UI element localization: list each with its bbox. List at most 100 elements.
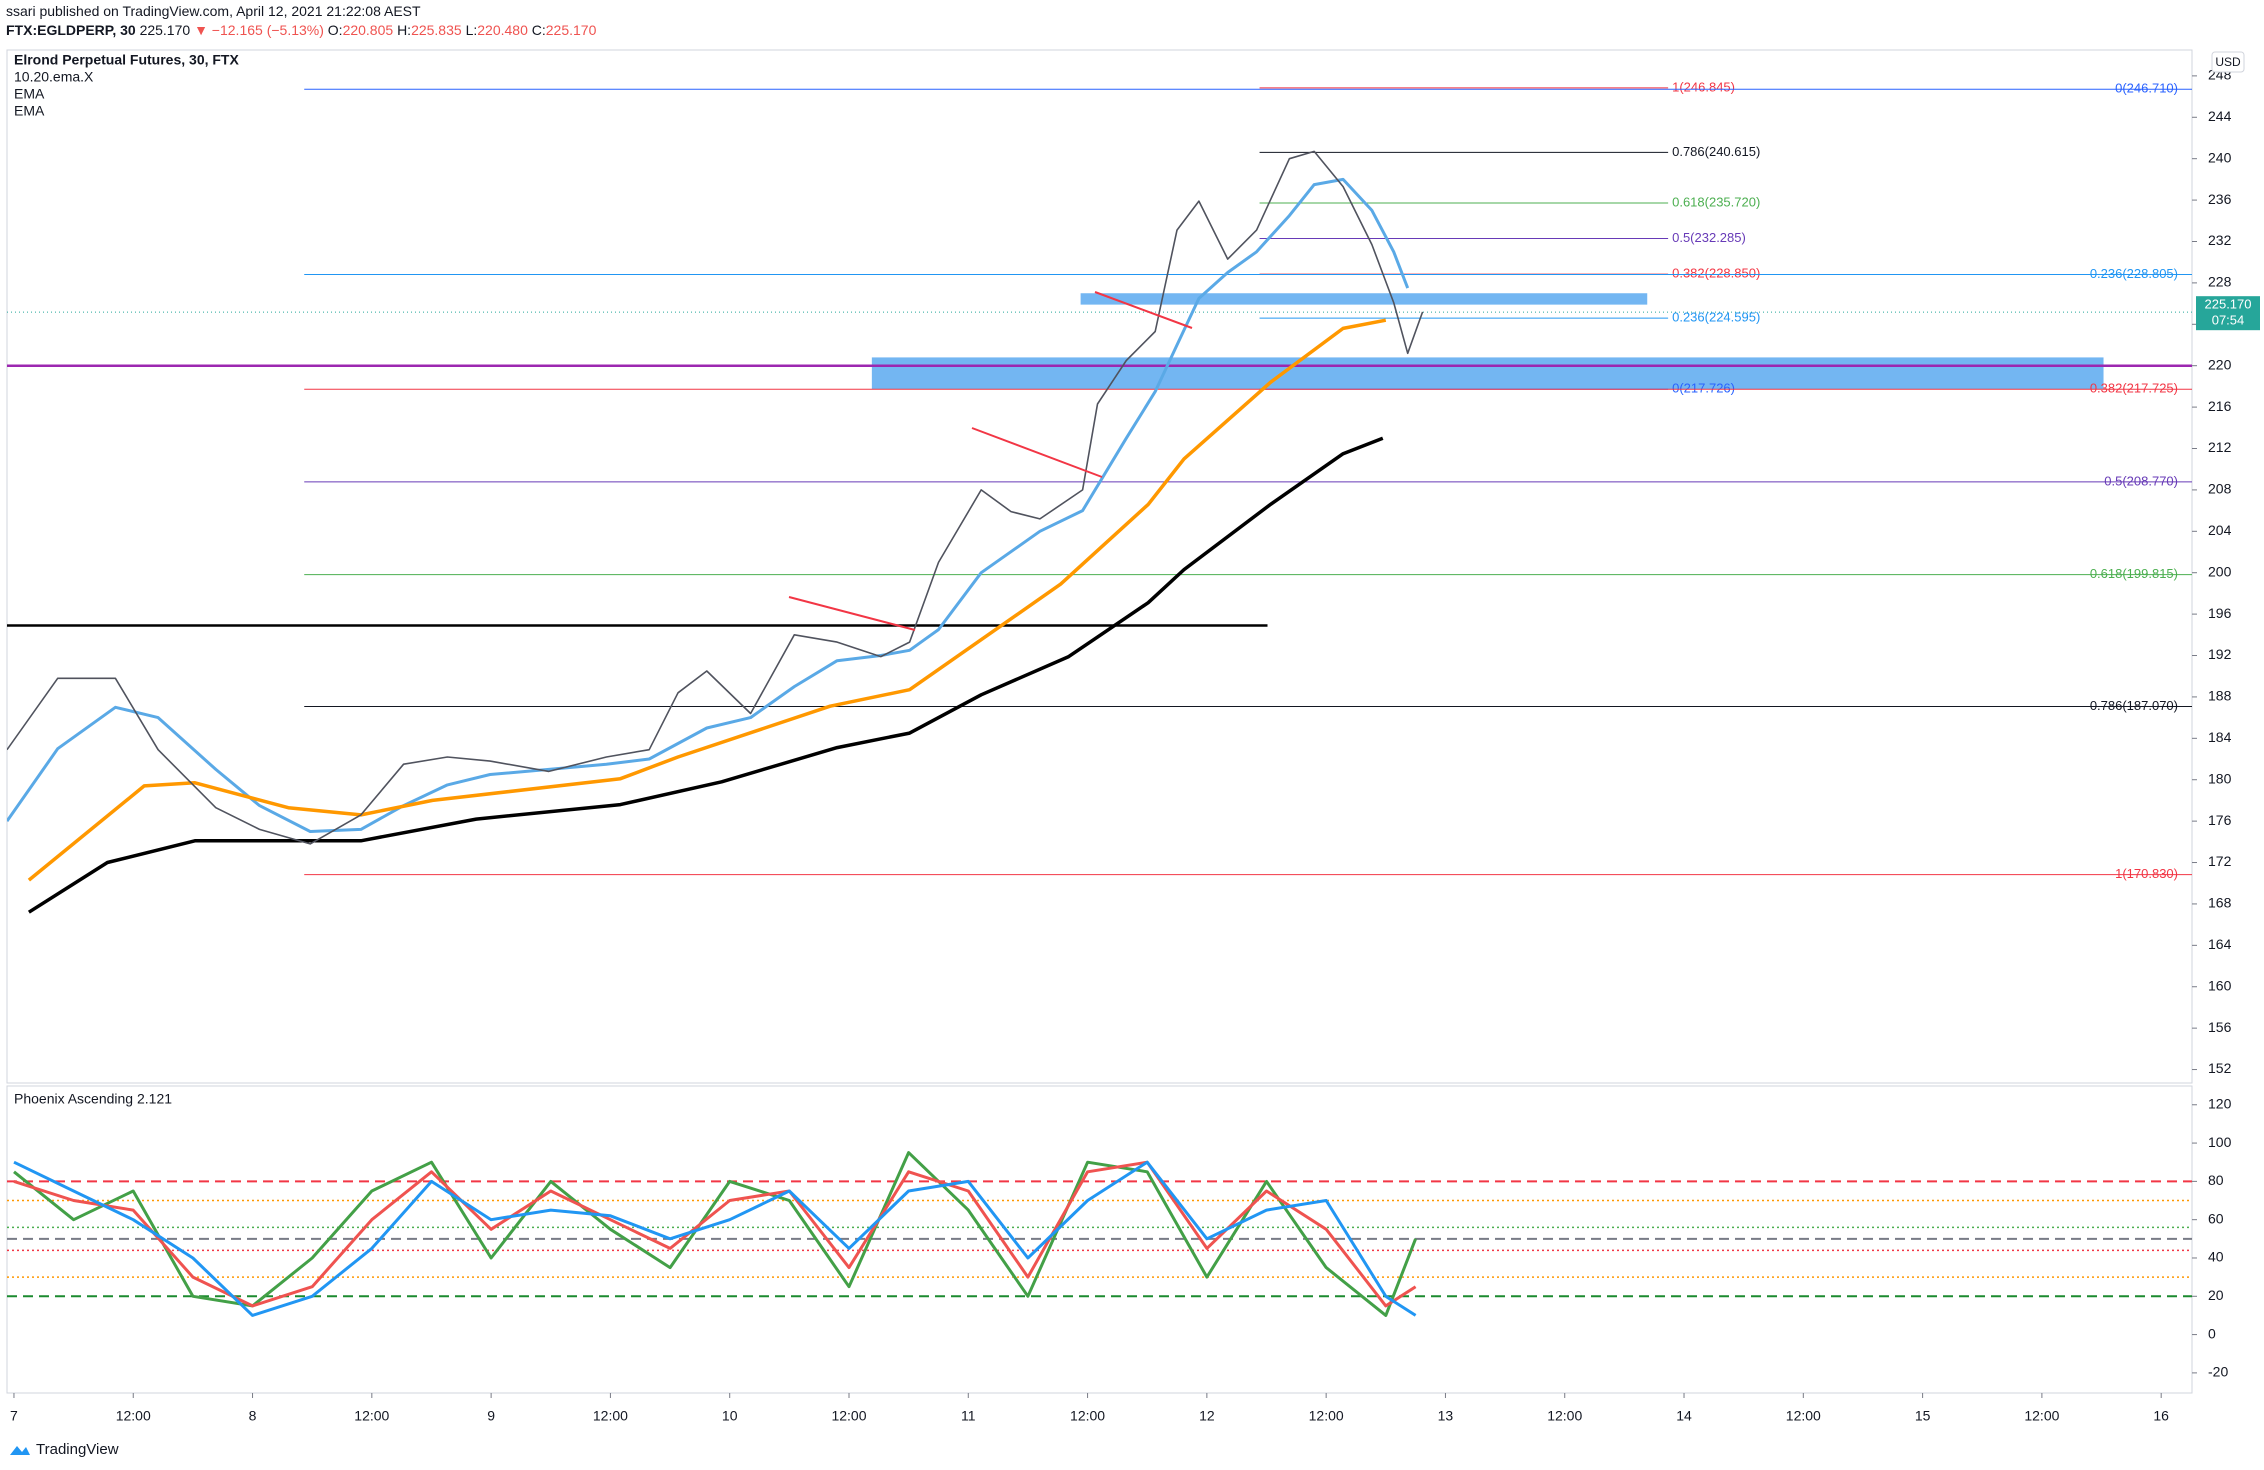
y-tick-label: 240 (2208, 149, 2232, 165)
main-plot: 1(246.845) 0.786(240.615) 0.618(235.720) 0.… (0, 0, 2192, 1085)
x-tick-label: 12:00 (831, 1408, 866, 1424)
y-tick-label: 204 (2208, 522, 2232, 538)
y-tick-label: 100 (2208, 1134, 2232, 1150)
y-tick-label: 208 (2208, 481, 2232, 497)
publisher: ssari published on TradingView.com, Apri… (6, 3, 421, 19)
brand-logo (10, 1445, 30, 1455)
y-tick-label: 152 (2208, 1060, 2232, 1076)
ticker-line: FTX:EGLDPERP, 30 225.170 ▼ −12.165 (−5.1… (6, 21, 596, 40)
x-tick-label: 16 (2153, 1408, 2169, 1424)
oscillator-line (13, 1160, 1417, 1308)
y-tick-label: 192 (2208, 646, 2232, 662)
symbol: FTX:EGLDPERP, 30 (6, 22, 136, 38)
oscillator-title: Phoenix Ascending 2.121 (14, 1091, 172, 1107)
y-tick-label: 196 (2208, 605, 2232, 621)
oscillator-line (13, 1160, 1417, 1317)
y-tick-label: 156 (2208, 1019, 2232, 1035)
fib-label: 0(217.726) (1672, 381, 1735, 396)
y-tick-label: 176 (2208, 812, 2232, 828)
y-tick-label: 200 (2208, 563, 2232, 579)
x-tick-label: 12:00 (116, 1408, 151, 1424)
fib-label: 1(170.830) (2115, 866, 2178, 881)
y-tick-label: 164 (2208, 936, 2232, 952)
countdown: 07:54 (2212, 313, 2245, 328)
oscillator-plot (7, 1151, 2192, 1317)
currency: USD (2215, 55, 2241, 69)
zone (871, 357, 2104, 390)
y-tick-label: 120 (2208, 1095, 2232, 1111)
legend-entry: 10.20.ema.X (14, 69, 94, 85)
high-label: H: (397, 22, 412, 38)
fib-label: 0(246.710) (2115, 81, 2178, 96)
x-tick-label: 8 (249, 1408, 257, 1424)
y-tick-label: 20 (2208, 1287, 2224, 1303)
y-tick-label: 232 (2208, 232, 2232, 248)
zone (1080, 293, 1648, 305)
ema-line (27, 436, 1384, 914)
chart-title: Elrond Perpetual Futures, 30, FTX (14, 52, 239, 68)
header: ssari published on TradingView.com, Apri… (6, 2, 596, 40)
last-price-label: 225.170 (2205, 297, 2252, 312)
x-tick-label: 12 (1199, 1408, 1215, 1424)
currency-box (2211, 51, 2245, 73)
ema-line (7, 177, 1410, 833)
x-tick-label: 14 (1676, 1408, 1692, 1424)
y-tick-label: 160 (2208, 977, 2232, 993)
y-tick-label: 168 (2208, 895, 2232, 911)
trend-lines (788, 291, 1193, 631)
fib-label: 0.786(187.070) (2090, 698, 2178, 713)
legend-entry: EMA (14, 103, 45, 119)
y-tick-label: 212 (2208, 439, 2232, 455)
y-tick-label: 180 (2208, 770, 2232, 786)
brand: TradingView (36, 1441, 119, 1458)
x-tick-label: 12:00 (2024, 1408, 2059, 1424)
fib-label: 0.382(228.850) (1672, 266, 1760, 281)
y-tick-label: 236 (2208, 191, 2232, 207)
open: 220.805 (342, 22, 394, 38)
chart: 1(246.845) 0.786(240.615) 0.618(235.720) 0.… (0, 0, 2260, 1424)
y-tick-label: -20 (2208, 1364, 2228, 1380)
x-tick-label: 15 (1915, 1408, 1931, 1424)
y-tick-label: 0 (2208, 1325, 2216, 1341)
footer: TradingView (8, 1441, 119, 1458)
x-tick-label: 10 (722, 1408, 738, 1424)
fib-label: 0.618(235.720) (1672, 194, 1760, 209)
close-label: C: (531, 22, 546, 38)
fib-label: 0.5(208.770) (2104, 473, 2178, 488)
x-tick-label: 12:00 (1309, 1408, 1344, 1424)
y-tick-label: 216 (2208, 398, 2232, 414)
open-label: O: (327, 22, 343, 38)
trend-line (788, 596, 916, 631)
y-tick-label: 184 (2208, 729, 2232, 745)
fib-label: 0.5(232.285) (1672, 230, 1746, 245)
x-tick-label: 12:00 (354, 1408, 389, 1424)
trend-line (1094, 291, 1193, 329)
last-price-tag (2196, 296, 2260, 331)
main-pane (6, 49, 2193, 1084)
fib-label: 0.618(199.815) (2090, 566, 2178, 581)
spacer (0, 0, 793, 1085)
change: ▼ −12.165 (−5.13%) (194, 22, 324, 38)
high: 225.835 (411, 22, 462, 38)
x-tick-label: 12:00 (593, 1408, 628, 1424)
x-tick-label: 12:00 (1786, 1408, 1821, 1424)
y-tick-label: 172 (2208, 853, 2232, 869)
x-tick-label: 12:00 (1070, 1408, 1105, 1424)
y-tick-label: 80 (2208, 1172, 2224, 1188)
x-tick-label: 9 (487, 1408, 495, 1424)
low-label: L: (465, 22, 478, 38)
y-tick-label: 60 (2208, 1210, 2224, 1226)
close: 225.170 (545, 22, 597, 38)
x-tick-label: 11 (961, 1408, 976, 1424)
fib-label: 0.236(224.595) (1672, 310, 1760, 325)
fib-label: 0.786(240.615) (1672, 144, 1760, 159)
y-tick-label: 188 (2208, 688, 2232, 704)
y-tick-label: 228 (2208, 274, 2232, 290)
y-tick-label: 220 (2208, 356, 2232, 372)
legend-entry: EMA (14, 86, 45, 102)
legend: Elrond Perpetual Futures, 30, FTX10.20.e… (14, 52, 239, 1107)
y-tick-label: 40 (2208, 1249, 2224, 1265)
fib-label: 0.236(228.805) (2090, 266, 2178, 281)
price-line (7, 150, 1424, 845)
